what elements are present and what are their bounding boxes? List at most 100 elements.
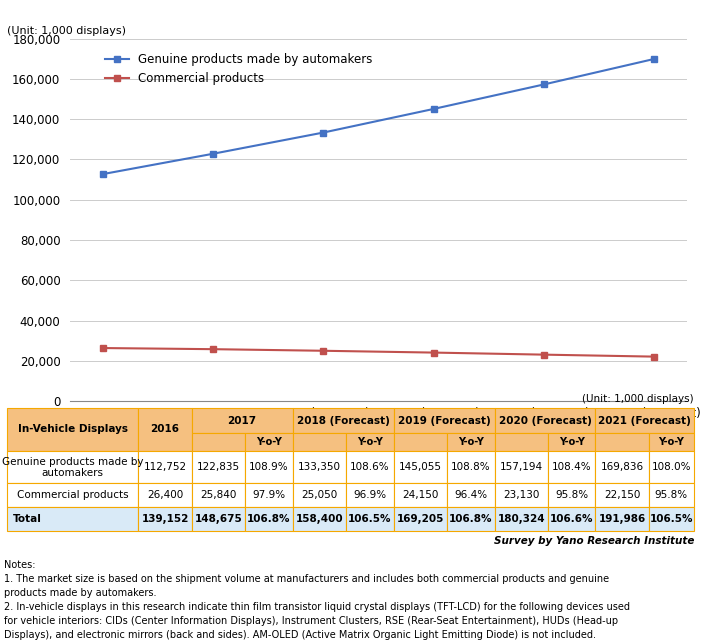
- Text: Y-o-Y: Y-o-Y: [458, 437, 484, 447]
- Text: 108.4%: 108.4%: [552, 462, 592, 473]
- Text: 106.8%: 106.8%: [449, 514, 493, 524]
- Text: 26,400: 26,400: [147, 490, 183, 500]
- Bar: [595, 408, 694, 433]
- Text: Notes:
1. The market size is based on the shipment volume at manufacturers and i: Notes: 1. The market size is based on th…: [4, 560, 608, 598]
- Text: 24,150: 24,150: [402, 490, 438, 500]
- Bar: [245, 433, 292, 451]
- Text: (Unit: 1,000 displays): (Unit: 1,000 displays): [7, 26, 126, 36]
- Bar: [393, 483, 447, 507]
- Text: Y-o-Y: Y-o-Y: [658, 437, 684, 447]
- Bar: [138, 483, 191, 507]
- Bar: [245, 483, 292, 507]
- Text: 2020 (Forecast): 2020 (Forecast): [498, 415, 592, 426]
- Bar: [649, 483, 694, 507]
- Bar: [595, 433, 649, 451]
- Bar: [595, 483, 649, 507]
- Text: 122,835: 122,835: [197, 462, 240, 473]
- Bar: [292, 451, 346, 483]
- Text: 96.9%: 96.9%: [353, 490, 386, 500]
- Text: 2017: 2017: [228, 415, 257, 426]
- Text: 22,150: 22,150: [604, 490, 640, 500]
- Bar: [346, 451, 393, 483]
- Bar: [595, 507, 649, 531]
- Bar: [138, 451, 191, 483]
- Bar: [138, 507, 191, 531]
- Bar: [292, 408, 393, 433]
- Text: 145,055: 145,055: [399, 462, 442, 473]
- Bar: [7, 451, 138, 483]
- Text: 112,752: 112,752: [144, 462, 186, 473]
- Bar: [548, 451, 595, 483]
- Text: 95.8%: 95.8%: [555, 490, 588, 500]
- Text: 95.8%: 95.8%: [655, 490, 688, 500]
- Text: 108.6%: 108.6%: [350, 462, 390, 473]
- Bar: [245, 451, 292, 483]
- Bar: [7, 507, 138, 531]
- Bar: [447, 451, 494, 483]
- Text: Survey by Yano Research Institute: Survey by Yano Research Institute: [494, 536, 694, 546]
- Text: 169,205: 169,205: [397, 514, 444, 524]
- Text: 108.8%: 108.8%: [451, 462, 491, 473]
- Bar: [138, 408, 191, 451]
- Text: 108.0%: 108.0%: [652, 462, 691, 473]
- Bar: [7, 483, 138, 507]
- Bar: [494, 433, 548, 451]
- Bar: [191, 507, 245, 531]
- Text: (Unit: 1,000 displays): (Unit: 1,000 displays): [583, 394, 694, 404]
- Bar: [649, 433, 694, 451]
- Text: 106.6%: 106.6%: [550, 514, 594, 524]
- Text: 2. In-vehicle displays in this research indicate thin film transistor liquid cry: 2. In-vehicle displays in this research …: [4, 602, 629, 640]
- Text: 97.9%: 97.9%: [252, 490, 285, 500]
- Bar: [393, 507, 447, 531]
- Bar: [494, 507, 548, 531]
- Text: 133,350: 133,350: [298, 462, 341, 473]
- Text: 106.5%: 106.5%: [650, 514, 693, 524]
- Bar: [649, 507, 694, 531]
- Text: 148,675: 148,675: [194, 514, 243, 524]
- Bar: [346, 433, 393, 451]
- Bar: [7, 408, 138, 451]
- Text: Commercial products: Commercial products: [17, 490, 128, 500]
- Text: Total: Total: [13, 514, 41, 524]
- Text: 23,130: 23,130: [503, 490, 539, 500]
- Bar: [494, 451, 548, 483]
- Bar: [447, 433, 494, 451]
- Text: 2019 (Forecast): 2019 (Forecast): [397, 415, 491, 426]
- Bar: [447, 507, 494, 531]
- Text: 139,152: 139,152: [142, 514, 189, 524]
- Bar: [595, 451, 649, 483]
- Text: 191,986: 191,986: [599, 514, 646, 524]
- Text: 2016: 2016: [151, 424, 179, 435]
- Text: 2018 (Forecast): 2018 (Forecast): [297, 415, 390, 426]
- Text: Y-o-Y: Y-o-Y: [357, 437, 383, 447]
- Text: 108.9%: 108.9%: [249, 462, 289, 473]
- Text: Y-o-Y: Y-o-Y: [256, 437, 282, 447]
- Text: 169,836: 169,836: [601, 462, 644, 473]
- Text: Genuine products made by
automakers: Genuine products made by automakers: [2, 456, 144, 478]
- Bar: [292, 507, 346, 531]
- Legend: Genuine products made by automakers, Commercial products: Genuine products made by automakers, Com…: [101, 48, 378, 89]
- Bar: [548, 483, 595, 507]
- Bar: [292, 483, 346, 507]
- Text: 2021 (Forecast): 2021 (Forecast): [599, 415, 691, 426]
- Bar: [191, 433, 245, 451]
- Text: In-Vehicle Displays: In-Vehicle Displays: [18, 424, 128, 435]
- Text: 106.5%: 106.5%: [348, 514, 392, 524]
- Bar: [191, 483, 245, 507]
- Text: 96.4%: 96.4%: [454, 490, 487, 500]
- Text: 25,050: 25,050: [301, 490, 337, 500]
- Bar: [393, 408, 494, 433]
- Bar: [191, 408, 292, 433]
- Bar: [346, 483, 393, 507]
- Bar: [548, 433, 595, 451]
- Text: Y-o-Y: Y-o-Y: [559, 437, 585, 447]
- Bar: [292, 433, 346, 451]
- Text: 158,400: 158,400: [296, 514, 343, 524]
- Bar: [245, 507, 292, 531]
- Bar: [548, 507, 595, 531]
- Bar: [191, 451, 245, 483]
- Bar: [649, 451, 694, 483]
- Bar: [494, 408, 595, 433]
- Bar: [346, 507, 393, 531]
- Text: 25,840: 25,840: [200, 490, 236, 500]
